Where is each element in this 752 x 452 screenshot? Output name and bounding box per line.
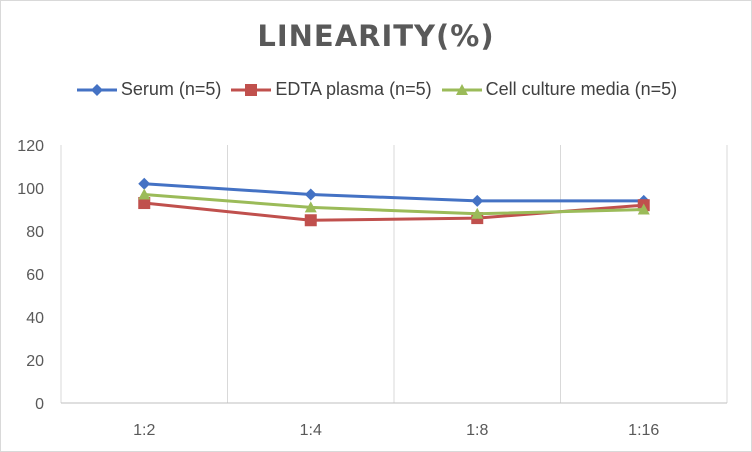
legend-marker xyxy=(90,83,103,96)
data-point xyxy=(138,197,151,210)
series-2 xyxy=(138,188,650,219)
legend-item-edta-plasma: EDTA plasma (n=5) xyxy=(229,79,432,100)
legend-label-edta-plasma: EDTA plasma (n=5) xyxy=(275,79,432,99)
legend-marker xyxy=(455,83,468,95)
chart-title: LINEARITY(%) xyxy=(257,19,495,53)
y-tick-label: 100 xyxy=(17,181,44,198)
x-tick-label: 1:8 xyxy=(466,422,488,439)
series-line xyxy=(144,182,644,203)
data-point xyxy=(471,207,484,219)
legend-item-cell-culture-media: Cell culture media (n=5) xyxy=(440,79,678,100)
data-point xyxy=(471,194,484,207)
data-point xyxy=(138,188,151,200)
y-tick-label: 80 xyxy=(26,224,44,241)
y-tick-label: 20 xyxy=(26,353,44,370)
y-tick-label: 60 xyxy=(26,267,44,284)
legend-item-serum: Serum (n=5) xyxy=(75,79,222,100)
legend-label-cell-culture-media: Cell culture media (n=5) xyxy=(485,79,678,99)
y-tick-label: 120 xyxy=(17,138,44,155)
legend-label-serum: Serum (n=5) xyxy=(120,79,222,99)
x-tick-label: 1:2 xyxy=(133,422,155,439)
data-point xyxy=(138,177,151,190)
legend: Serum (n=5) EDTA plasma (n=5) Cell cultu… xyxy=(1,79,751,100)
data-point xyxy=(304,201,317,213)
legend-marker xyxy=(245,83,258,96)
legend-key-cell-culture-media xyxy=(441,83,482,95)
y-tick-label: 40 xyxy=(26,310,44,327)
legend-key-serum xyxy=(76,83,117,96)
data-point xyxy=(637,203,650,215)
x-tick-label: 1:4 xyxy=(300,422,322,439)
legend-key-edta-plasma xyxy=(231,83,272,96)
data-point xyxy=(304,188,317,201)
y-tick-label: 0 xyxy=(35,396,44,413)
series-line xyxy=(144,192,644,216)
data-point xyxy=(304,214,317,227)
x-tick-label: 1:16 xyxy=(628,422,659,439)
